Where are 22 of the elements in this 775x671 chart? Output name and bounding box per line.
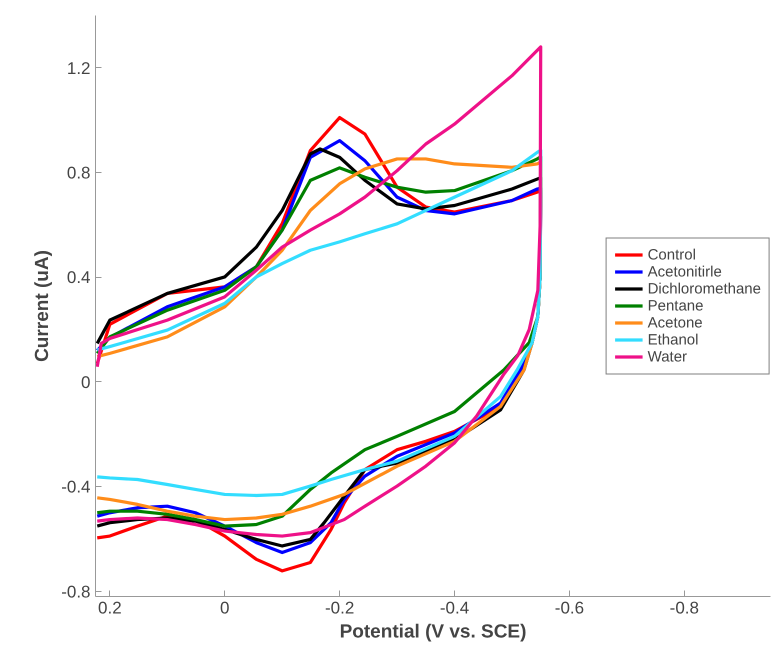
legend-label: Ethanol — [648, 331, 698, 348]
legend-label: Acetonitirle — [648, 263, 722, 280]
legend-label: Water — [648, 348, 688, 365]
y-tick-label: 0 — [81, 372, 91, 392]
y-tick-label: -0.4 — [61, 478, 91, 497]
x-tick-label: 0.2 — [98, 598, 122, 618]
y-axis-title: Current (uA) — [32, 250, 54, 362]
x-tick-label: -0.8 — [670, 598, 699, 618]
legend-label: Pentane — [648, 297, 704, 314]
x-tick-label: -0.4 — [440, 598, 470, 618]
y-tick-label: 0.4 — [66, 268, 91, 288]
y-tick-label: 1.2 — [66, 58, 91, 78]
y-tick-label: 0.8 — [66, 164, 91, 183]
legend-label: Dichloromethane — [648, 280, 761, 297]
y-tick-label: -0.8 — [61, 582, 91, 602]
line-series — [96, 45, 542, 538]
legend-label: Acetone — [648, 314, 703, 331]
x-tick-label: 0 — [220, 598, 230, 618]
legend-label: Control — [648, 246, 696, 263]
x-tick-label: -0.6 — [554, 598, 584, 618]
x-tick-label: -0.2 — [325, 598, 354, 618]
x-axis-title: Potential (V vs. SCE) — [340, 622, 526, 642]
